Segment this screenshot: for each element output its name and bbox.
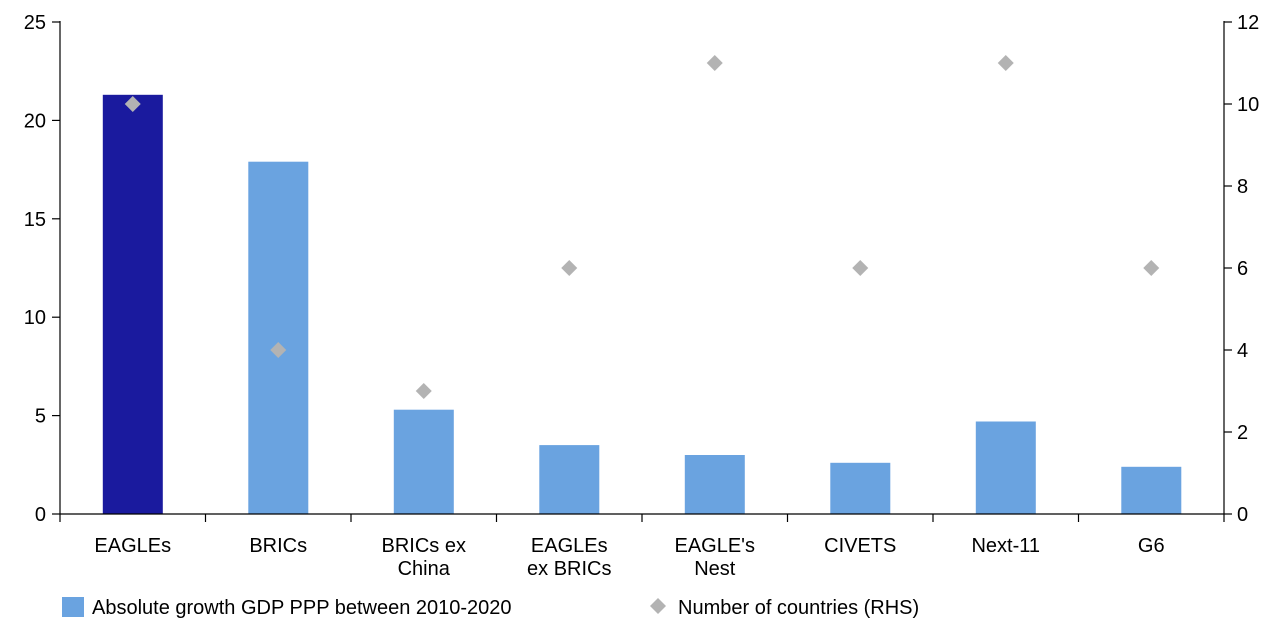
- marker-7: [1143, 260, 1160, 276]
- marker-4: [706, 55, 723, 71]
- y-tick-label-5: 25: [24, 12, 46, 34]
- bar-7: [1121, 466, 1182, 514]
- legend-marker-swatch: [650, 598, 666, 614]
- y-tick-label-1: 5: [35, 406, 46, 428]
- bar-2: [393, 409, 454, 514]
- y2-tick-label-3: 6: [1237, 258, 1248, 280]
- category-label-4-line-0: EAGLE's: [674, 535, 755, 557]
- markers-group: [124, 55, 1160, 399]
- y2-tick-label-4: 8: [1237, 176, 1248, 198]
- y-tick-label-4: 20: [24, 110, 46, 132]
- category-label-4-line-1: Nest: [694, 558, 736, 580]
- bar-3: [539, 445, 600, 514]
- marker-1: [270, 342, 287, 358]
- category-label-5-line-0: CIVETS: [824, 535, 896, 557]
- category-label-1: BRICs: [249, 535, 307, 557]
- category-label-1-line-0: BRICs: [249, 535, 307, 557]
- bar-6: [975, 421, 1036, 514]
- bar-1: [248, 161, 309, 514]
- category-label-7-line-0: G6: [1138, 535, 1165, 557]
- y2-tick-label-0: 0: [1237, 504, 1248, 526]
- legend-marker-label: Number of countries (RHS): [678, 597, 919, 619]
- category-label-7: G6: [1138, 535, 1165, 557]
- marker-3: [561, 260, 578, 276]
- bars-group: [102, 94, 1182, 515]
- category-label-3: EAGLEs ex BRICs: [527, 535, 611, 580]
- legend-bar-swatch: [62, 597, 84, 617]
- category-label-6-line-0: Next-11: [971, 535, 1040, 557]
- y2-tick-label-1: 2: [1237, 422, 1248, 444]
- marker-6: [997, 55, 1014, 71]
- bar-0: [102, 94, 163, 515]
- marker-0: [124, 96, 141, 112]
- y-tick-label-3: 15: [24, 209, 46, 231]
- marker-2: [415, 383, 432, 399]
- category-label-2: BRICs ex China: [382, 535, 466, 580]
- category-label-2-line-1: China: [398, 558, 451, 580]
- y2-tick-label-2: 4: [1237, 340, 1248, 362]
- labels-group: 0 5 10 15 20 25 0 2 4 6 8 10 12 EAGLEs BRICs BRICs ex Ch…: [24, 12, 1260, 580]
- category-label-6: Next-11: [971, 535, 1040, 557]
- category-label-5: CIVETS: [824, 535, 896, 557]
- legend-bar-label: Absolute growth GDP PPP between 2010-202…: [92, 597, 512, 619]
- category-label-0: EAGLEs: [94, 535, 171, 557]
- category-label-3-line-0: EAGLEs: [531, 535, 608, 557]
- y2-tick-label-5: 10: [1237, 94, 1259, 116]
- category-label-4: EAGLE's Nest: [674, 535, 755, 580]
- category-label-0-line-0: EAGLEs: [94, 535, 171, 557]
- axes-group: [52, 21, 1232, 522]
- legend: Absolute growth GDP PPP between 2010-202…: [62, 597, 919, 619]
- marker-5: [852, 260, 869, 276]
- y2-tick-label-6: 12: [1237, 12, 1259, 34]
- y-tick-label-2: 10: [24, 307, 46, 329]
- bar-4: [684, 455, 745, 514]
- category-label-3-line-1: ex BRICs: [527, 558, 611, 580]
- y-tick-label-0: 0: [35, 504, 46, 526]
- bar-5: [830, 462, 891, 514]
- category-label-2-line-0: BRICs ex: [382, 535, 466, 557]
